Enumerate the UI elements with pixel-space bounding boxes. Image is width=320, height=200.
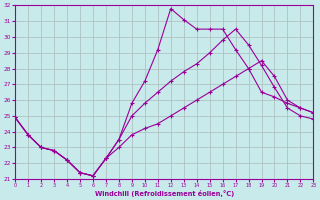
X-axis label: Windchill (Refroidissement éolien,°C): Windchill (Refroidissement éolien,°C)	[95, 190, 234, 197]
